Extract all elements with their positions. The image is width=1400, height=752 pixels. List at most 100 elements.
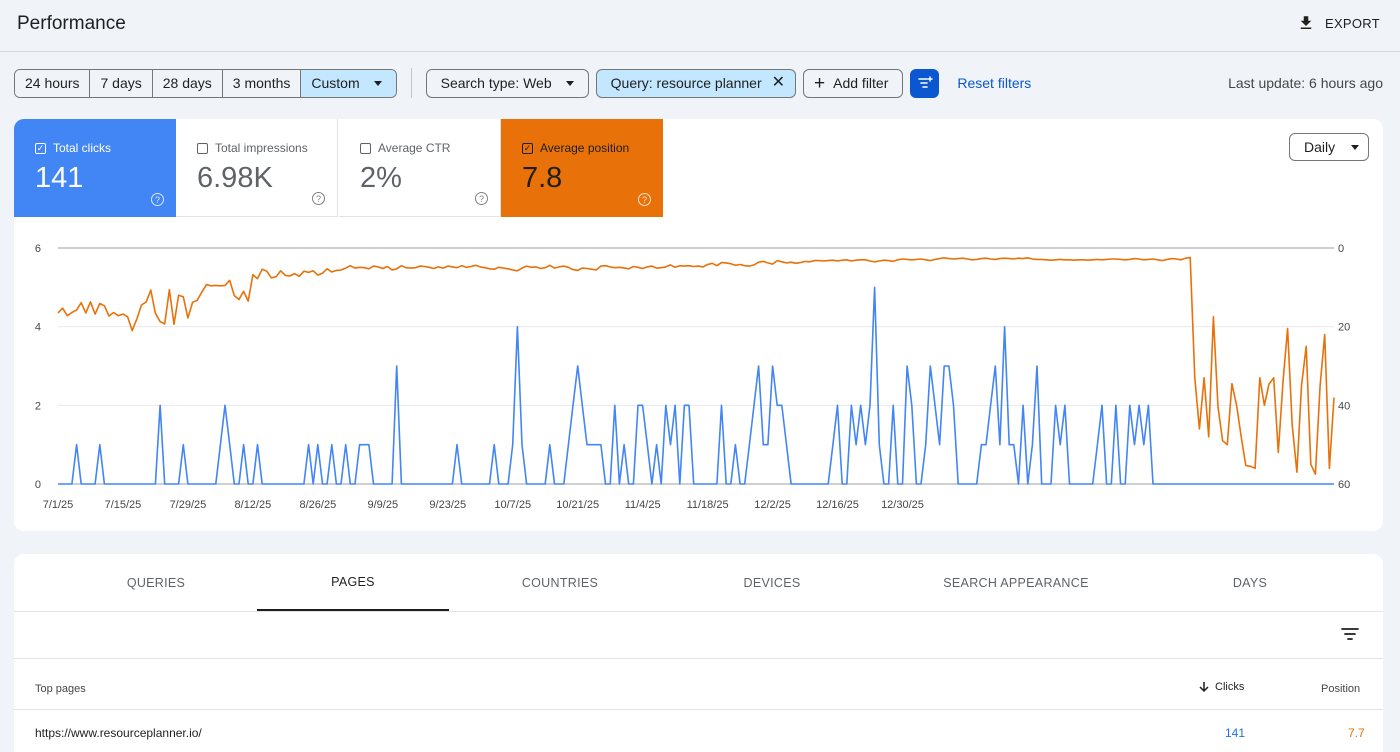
- metric-label-row: ✓ Average position: [522, 141, 629, 155]
- x-tick-label: 10/7/25: [494, 499, 531, 511]
- series-line-clicks: [58, 286, 1334, 485]
- row-page-url[interactable]: https://www.resourceplanner.io/: [35, 726, 202, 740]
- y-left-tick-label: 4: [35, 322, 41, 334]
- x-tick-label: 10/21/25: [556, 499, 599, 511]
- metric-average-ctr[interactable]: Average CTR 2% ?: [339, 119, 501, 217]
- query-filter-chip[interactable]: Query: resource planner ✕: [595, 68, 797, 98]
- checkbox-unchecked-icon[interactable]: [197, 142, 208, 154]
- table-header: Top pages Clicks Position: [14, 658, 1383, 710]
- granularity-select[interactable]: Daily: [1289, 133, 1369, 161]
- help-icon[interactable]: ?: [151, 193, 164, 206]
- y-left-tick-label: 6: [35, 243, 41, 255]
- column-header-clicks[interactable]: Clicks: [1198, 681, 1244, 693]
- x-tick-label: 11/4/25: [625, 499, 661, 511]
- x-tick-label: 7/29/25: [170, 499, 207, 511]
- date-option-custom[interactable]: Custom: [301, 69, 396, 97]
- x-tick-label: 7/1/25: [43, 499, 74, 511]
- date-option-3-months[interactable]: 3 months: [222, 69, 302, 97]
- checkbox-checked-icon[interactable]: ✓: [35, 142, 46, 154]
- checkbox-unchecked-icon[interactable]: [360, 142, 371, 154]
- y-left-tick-label: 2: [35, 400, 41, 412]
- y-left-tick-label: 0: [35, 479, 41, 491]
- metric-label-row: ✓ Total clicks: [35, 141, 111, 155]
- divider: [410, 68, 412, 98]
- metric-label: Average CTR: [378, 141, 451, 155]
- y-right-tick-label: 0: [1338, 243, 1344, 255]
- row-position: 7.7: [1348, 726, 1365, 740]
- table-row[interactable]: https://www.resourceplanner.io/ 141 7.7: [14, 710, 1383, 752]
- plus-icon: +: [814, 72, 826, 94]
- metric-value: 141: [35, 162, 84, 194]
- search-type-label: Search type: Web: [440, 75, 552, 91]
- caret-down-icon: [373, 80, 382, 86]
- add-filter-button[interactable]: + Add filter: [803, 68, 904, 98]
- metric-label-row: Total impressions: [197, 141, 308, 155]
- add-filter-label: Add filter: [833, 75, 889, 91]
- date-range-selector: 24 hours 7 days 28 days 3 months Custom: [14, 68, 397, 98]
- help-icon[interactable]: ?: [475, 192, 488, 205]
- query-filter-label: Query: resource planner: [610, 75, 762, 91]
- close-icon[interactable]: ✕: [771, 74, 786, 91]
- column-header-clicks-label: Clicks: [1215, 681, 1245, 693]
- metric-label: Total impressions: [215, 141, 308, 155]
- metric-value: 6.98K: [197, 162, 273, 194]
- filter-bar: 24 hours 7 days 28 days 3 months Custom …: [14, 68, 1031, 98]
- y-right-tick-label: 20: [1338, 322, 1350, 334]
- download-icon: [1300, 16, 1312, 29]
- arrow-down-icon: [1199, 682, 1209, 693]
- checkbox-checked-icon[interactable]: ✓: [522, 142, 533, 154]
- row-clicks: 141: [1225, 726, 1246, 740]
- caret-down-icon: [565, 80, 574, 86]
- tab-days[interactable]: DAYS: [1232, 575, 1268, 590]
- tab-search-appearance[interactable]: SEARCH APPEARANCE: [943, 575, 1089, 590]
- date-option-7-days[interactable]: 7 days: [90, 69, 153, 97]
- metric-total-impressions[interactable]: Total impressions 6.98K ?: [176, 119, 338, 217]
- performance-chart-card: ✓ Total clicks 141 ? Total impressions 6.…: [14, 119, 1383, 531]
- metric-value: 7.8: [522, 162, 563, 194]
- x-tick-label: 9/9/25: [368, 499, 399, 511]
- metric-average-position[interactable]: ✓ Average position 7.8 ?: [501, 119, 663, 217]
- metric-label: Total clicks: [53, 141, 112, 155]
- help-icon[interactable]: ?: [312, 192, 325, 205]
- y-right-tick-label: 60: [1338, 479, 1350, 491]
- help-icon[interactable]: ?: [638, 193, 651, 206]
- reset-filters-link[interactable]: Reset filters: [957, 75, 1032, 91]
- filter-rows-icon[interactable]: [1340, 626, 1360, 642]
- x-tick-label: 12/16/25: [816, 499, 859, 511]
- filter-list-icon: [918, 76, 933, 88]
- x-tick-label: 9/23/25: [429, 499, 466, 511]
- date-option-28-days[interactable]: 28 days: [152, 69, 223, 97]
- x-tick-label: 11/18/25: [687, 499, 729, 511]
- granularity-label: Daily: [1304, 139, 1336, 155]
- metric-label-row: Average CTR: [360, 141, 450, 155]
- x-tick-label: 12/2/25: [754, 499, 791, 511]
- date-option-custom-label: Custom: [311, 75, 360, 91]
- filter-settings-button[interactable]: [910, 68, 940, 98]
- x-tick-label: 8/26/25: [299, 499, 336, 511]
- tab-countries[interactable]: COUNTRIES: [521, 575, 599, 590]
- metric-total-clicks[interactable]: ✓ Total clicks 141 ?: [14, 119, 176, 217]
- search-type-filter[interactable]: Search type: Web: [425, 68, 589, 98]
- export-button[interactable]: EXPORT: [1297, 14, 1380, 32]
- caret-down-icon: [1351, 144, 1360, 150]
- tab-devices[interactable]: DEVICES: [743, 575, 801, 590]
- date-option-24-hours[interactable]: 24 hours: [15, 69, 91, 97]
- x-tick-label: 12/30/25: [881, 499, 924, 511]
- metric-value: 2%: [360, 162, 402, 194]
- column-header-position[interactable]: Position: [1321, 683, 1361, 695]
- page-title: Performance: [17, 13, 126, 34]
- tab-pages[interactable]: PAGES: [257, 554, 449, 611]
- metric-label: Average position: [540, 141, 630, 155]
- export-label: EXPORT: [1324, 15, 1380, 31]
- report-table-card: QUERIES PAGES COUNTRIES DEVICES SEARCH A…: [14, 554, 1383, 752]
- y-right-tick-label: 40: [1338, 400, 1350, 412]
- top-bar: Performance EXPORT: [0, 0, 1400, 52]
- report-tabs: QUERIES PAGES COUNTRIES DEVICES SEARCH A…: [14, 554, 1383, 612]
- x-tick-label: 8/12/25: [235, 499, 272, 511]
- last-update-text: Last update: 6 hours ago: [1228, 75, 1383, 91]
- series-line-position: [57, 256, 1335, 476]
- x-tick-label: 7/15/25: [105, 499, 142, 511]
- tab-queries[interactable]: QUERIES: [126, 575, 186, 590]
- column-header-top-pages: Top pages: [35, 683, 86, 695]
